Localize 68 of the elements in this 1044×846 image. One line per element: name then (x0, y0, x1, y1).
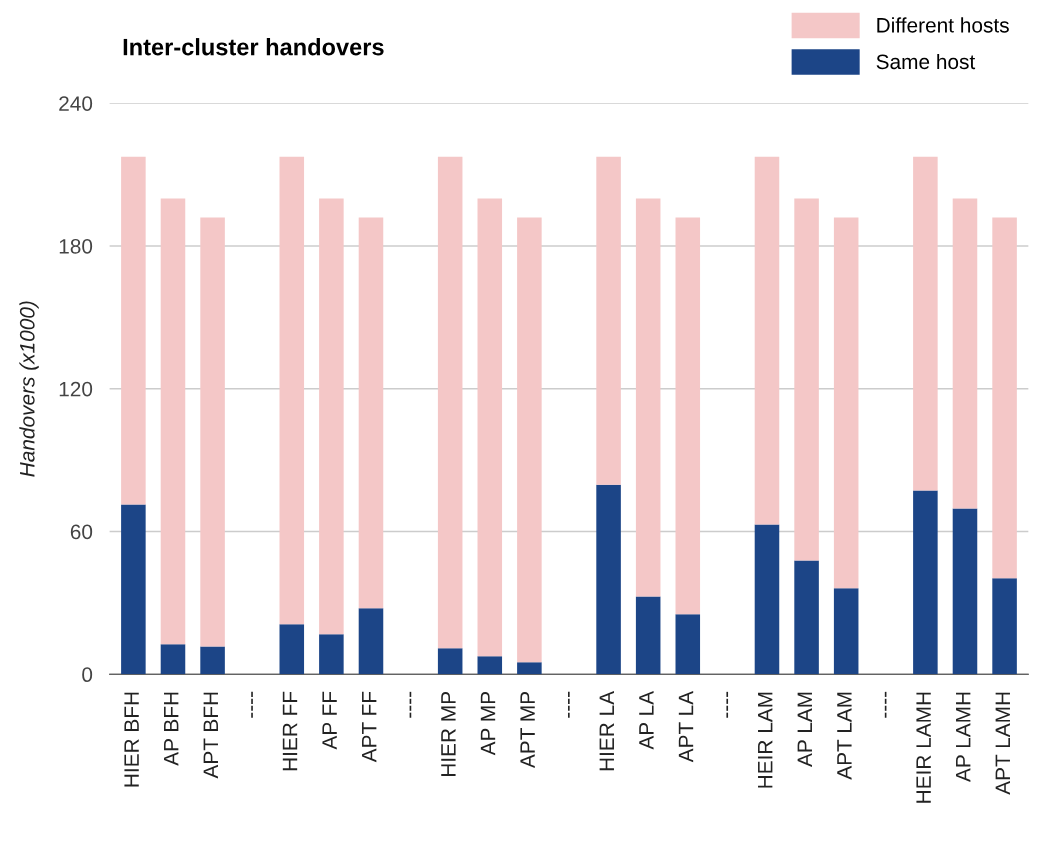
bar (913, 156, 938, 491)
chart-title: Inter-cluster handovers (123, 38, 384, 56)
x-tick-label: ---- (726, 691, 729, 718)
bar (477, 656, 503, 675)
x-tick-label: ---- (884, 691, 887, 718)
legend-label: Different hosts (877, 17, 1009, 33)
x-tick-label: AP LAMH (956, 692, 971, 782)
y-tick-label: 120 (59, 381, 93, 397)
bar (121, 156, 146, 505)
bar (160, 198, 186, 645)
bar (279, 624, 305, 675)
bar (794, 198, 819, 561)
bar (121, 504, 146, 675)
bar (160, 644, 186, 675)
bar (200, 646, 225, 675)
x-tick-label: AP MP (480, 692, 496, 756)
bar (913, 490, 938, 675)
bar (319, 634, 344, 675)
bar (675, 614, 701, 675)
bar (358, 608, 384, 675)
bar (833, 588, 859, 675)
x-tick-label: APT BFH (203, 692, 218, 779)
x-tick-label: HIER BFH (124, 692, 139, 787)
x-tick-label: APT MP (520, 692, 535, 769)
y-tick-label: 60 (70, 524, 93, 540)
bar (754, 524, 780, 675)
bar (833, 217, 859, 589)
bar (952, 508, 978, 675)
y-tick-label: 180 (59, 238, 93, 254)
y-axis-title: Handovers (x1000) (19, 301, 39, 477)
bar (437, 156, 463, 649)
x-tick-label: APT LA (678, 690, 694, 763)
bar (635, 198, 661, 597)
x-tick-label: AP LA (639, 690, 654, 750)
bar (200, 217, 225, 647)
y-tick-label: 0 (82, 667, 93, 683)
x-tick-label: APT LAMH (995, 692, 1010, 795)
y-tick-label: 240 (59, 96, 93, 111)
bar (675, 217, 701, 615)
bar (477, 198, 503, 657)
x-tick-label: HIER LA (599, 690, 614, 771)
bar (952, 198, 978, 509)
bar (596, 156, 621, 485)
x-tick-label: HIER FF (282, 691, 298, 771)
bar (319, 198, 344, 635)
bar (635, 596, 661, 675)
x-tick-label: ---- (409, 691, 412, 718)
x-tick-label: ---- (251, 691, 253, 718)
bar (992, 217, 1017, 579)
bar (794, 560, 819, 675)
x-tick-label: HEIR LAMH (916, 692, 931, 803)
x-tick-label: ---- (568, 691, 570, 718)
x-tick-label: HEIR LAM (758, 692, 773, 788)
bar (596, 484, 621, 675)
bar (358, 217, 384, 609)
bar (517, 662, 542, 675)
x-tick-label: APT LAM (837, 692, 852, 780)
bar (279, 156, 305, 625)
x-tick-label: APT FF (362, 691, 377, 763)
x-tick-label: HIER MP (441, 692, 456, 777)
x-tick-label: AP BFH (164, 692, 179, 766)
x-tick-label: AP FF (322, 691, 337, 750)
bar (754, 156, 780, 525)
legend-label: Same host (876, 53, 976, 70)
x-tick-label: AP LAM (797, 692, 812, 767)
bar (437, 648, 463, 675)
bar (992, 578, 1017, 675)
bar (517, 217, 542, 663)
